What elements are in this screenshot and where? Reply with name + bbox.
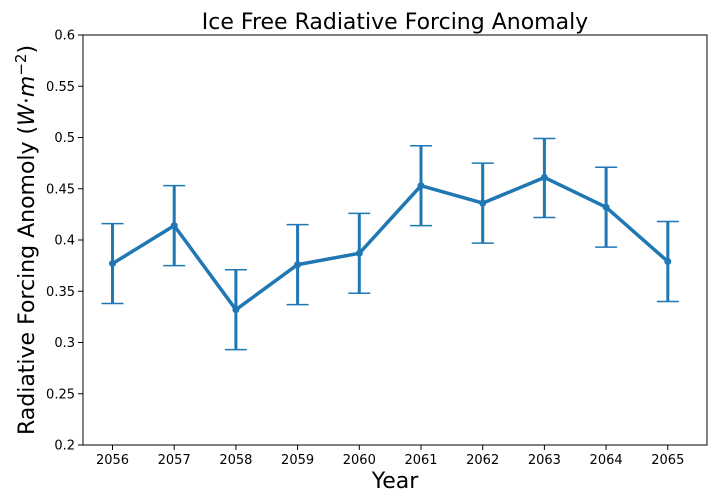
y-axis-label-unit-m: m <box>15 76 40 97</box>
y-tick-label: 0.2 <box>54 439 75 454</box>
y-tick-label: 0.25 <box>46 387 75 402</box>
y-tick-label: 0.4 <box>54 234 75 249</box>
error-bars <box>101 137 679 351</box>
data-point <box>232 306 240 314</box>
y-axis-label-unit-dot: · <box>15 97 40 104</box>
chart-title: Ice Free Radiative Forcing Anomaly <box>202 10 588 35</box>
x-tick-label: 2057 <box>158 453 191 468</box>
y-tick-label: 0.6 <box>54 29 75 44</box>
data-point <box>109 260 116 268</box>
data-point <box>479 199 487 207</box>
y-tick-label: 0.35 <box>46 285 75 300</box>
data-point <box>170 222 178 230</box>
data-point <box>355 249 363 257</box>
y-axis-label-main: Radiative Forcing Anomoly ( <box>15 126 40 435</box>
x-tick-label: 2056 <box>96 453 129 468</box>
x-tick-label: 2065 <box>651 453 684 468</box>
x-tick-label: 2060 <box>343 453 376 468</box>
data-point <box>417 182 425 190</box>
data-point <box>664 258 672 266</box>
x-tick-label: 2063 <box>528 453 561 468</box>
x-tick-label: 2059 <box>281 453 314 468</box>
x-tick-label: 2058 <box>219 453 252 468</box>
x-axis-label: Year <box>371 469 420 494</box>
series-group <box>109 173 672 314</box>
data-point <box>602 203 610 211</box>
y-axis: 0.2 0.25 0.3 0.35 0.4 0.45 0.5 0.55 0.6 <box>46 29 83 454</box>
y-axis-label-unit-exp: −2 <box>12 54 30 76</box>
y-axis-label-close: ) <box>15 45 40 54</box>
x-tick-label: 2061 <box>404 453 437 468</box>
data-point <box>540 173 548 181</box>
y-tick-label: 0.5 <box>54 131 75 146</box>
x-axis: 2056 2057 2058 2059 2060 2061 2062 2063 2064 2065 <box>96 445 684 468</box>
x-tick-label: 2064 <box>590 453 623 468</box>
y-axis-label-unit-w: W <box>15 103 40 126</box>
x-tick-label: 2062 <box>466 453 499 468</box>
y-tick-label: 0.45 <box>46 182 75 197</box>
plot-area-frame <box>82 34 708 446</box>
y-tick-label: 0.3 <box>54 336 75 351</box>
data-point <box>294 261 302 269</box>
series-line <box>110 175 670 312</box>
y-axis-label: Radiative Forcing Anomoly (W·m−2) <box>12 45 40 435</box>
y-tick-label: 0.55 <box>46 80 75 95</box>
